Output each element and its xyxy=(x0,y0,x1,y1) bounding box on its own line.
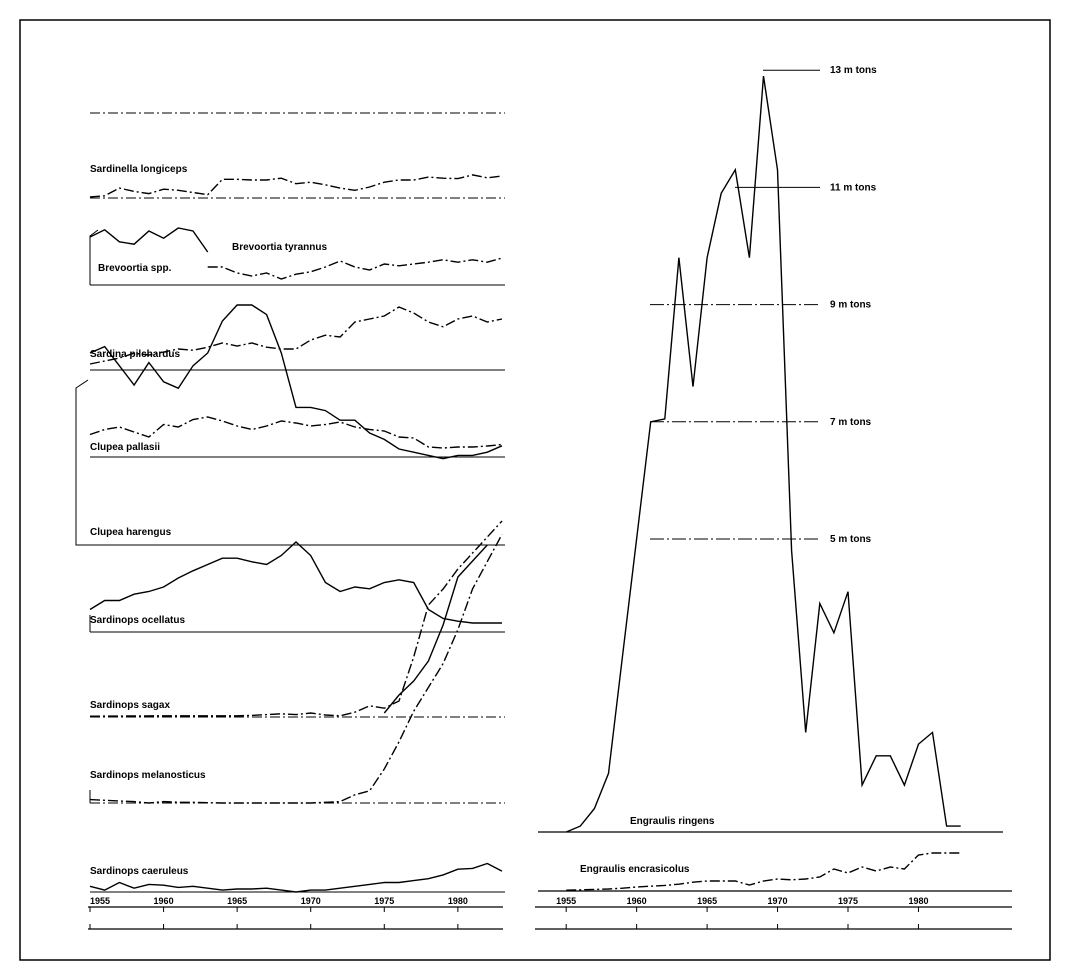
label-sardinops-sagax: Sardinops sagax xyxy=(90,700,170,711)
bracket-clupea-harengus xyxy=(75,379,90,546)
label-engraulis-encrasicolus: Engraulis encrasicolus xyxy=(580,864,690,875)
label-clupea-pallasii: Clupea pallasii xyxy=(90,442,160,453)
series-line-sardinella-longiceps xyxy=(89,174,503,198)
x-tick-label-right-1980: 1980 xyxy=(908,896,928,906)
x-tick-label-left-1970: 1970 xyxy=(301,896,321,906)
label-sardinops-caeruleus: Sardinops caeruleus xyxy=(90,866,189,877)
series-line-brevoortia-spp xyxy=(89,227,209,253)
series-line-sardinops-sagax-1 xyxy=(89,520,503,717)
series-line-sardinops-caeruleus xyxy=(89,862,503,893)
series-line-engraulis-encrasicolus xyxy=(566,852,961,891)
x-tick-label-left-1955: 1955 xyxy=(90,896,110,906)
left-species-panels-chart: Sardinella longiceps Brevoortia spp. Brevo… xyxy=(75,112,505,930)
label-sardinella-longiceps: Sardinella longiceps xyxy=(90,164,188,175)
label-sardinops-ocellatus: Sardinops ocellatus xyxy=(90,615,185,626)
label-brevoortia-tyrannus: Brevoortia tyrannus xyxy=(232,242,327,253)
x-tick-label-left-1980: 1980 xyxy=(448,896,468,906)
x-tick-label-left-1975: 1975 xyxy=(374,896,394,906)
label-sardinops-melanosticus: Sardinops melanosticus xyxy=(90,770,206,781)
reference-label-7: 7 m tons xyxy=(830,417,872,428)
x-tick-label-left-1965: 1965 xyxy=(227,896,247,906)
x-tick-label-right-1955: 1955 xyxy=(556,896,576,906)
x-tick-label-right-1960: 1960 xyxy=(627,896,647,906)
series-line-sardinops-melanosticus xyxy=(89,534,503,804)
series-line-clupea-pallasii xyxy=(89,416,503,449)
reference-label-13: 13 m tons xyxy=(830,65,877,76)
label-engraulis-ringens: Engraulis ringens xyxy=(630,816,715,827)
series-line-sardina-pilchardus xyxy=(89,306,503,365)
reference-label-9: 9 m tons xyxy=(830,300,872,311)
series-line-sardinops-sagax-2 xyxy=(383,544,488,714)
label-brevoortia-spp: Brevoortia spp. xyxy=(98,263,172,274)
series-line-engraulis-ringens xyxy=(565,75,961,833)
series-line-sardinops-ocellatus xyxy=(89,541,502,624)
series-line-clupea-harengus xyxy=(89,304,503,460)
label-sardina-pilchardus: Sardina pilchardus xyxy=(90,349,180,360)
bracket-brevoortia xyxy=(89,229,99,285)
x-tick-label-right-1965: 1965 xyxy=(697,896,717,906)
figure-border xyxy=(19,19,1051,961)
label-clupea-harengus: Clupea harengus xyxy=(90,527,172,538)
x-tick-label-right-1970: 1970 xyxy=(768,896,788,906)
series-line-brevoortia-tyrannus xyxy=(207,257,503,280)
reference-label-5: 5 m tons xyxy=(830,534,872,545)
reference-label-11: 11 m tons xyxy=(830,182,877,193)
x-tick-label-right-1975: 1975 xyxy=(838,896,858,906)
right-anchovy-chart: 5 m tons 7 m tons 9 m tons 11 m tons 13 m to… xyxy=(535,65,1012,930)
x-tick-label-left-1960: 1960 xyxy=(154,896,174,906)
